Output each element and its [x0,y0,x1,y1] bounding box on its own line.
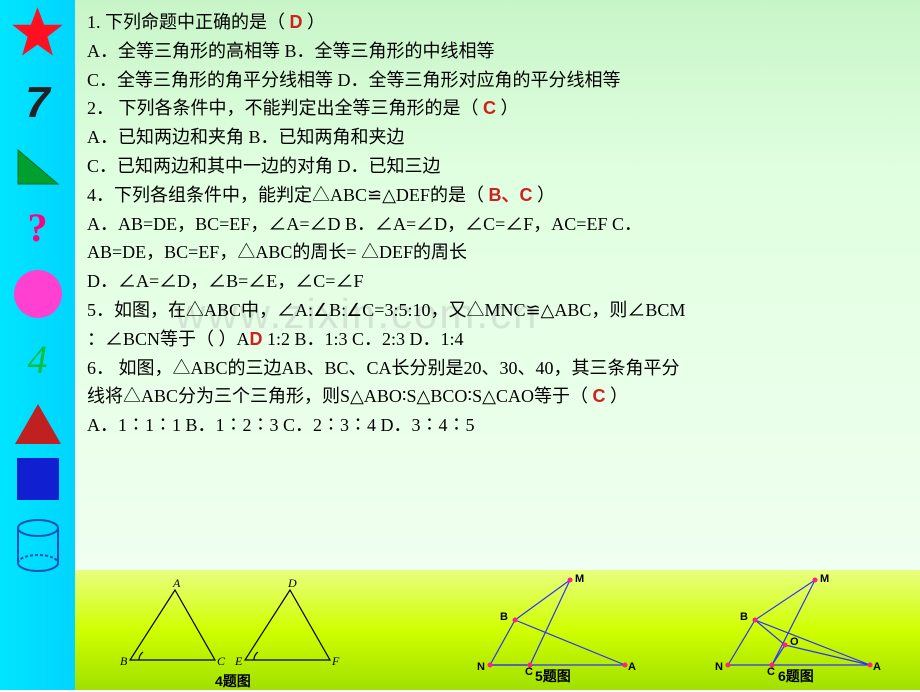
svg-text:B: B [500,611,508,623]
question-line: D．∠A=∠D，∠B=∠E，∠C=∠F [87,267,908,296]
question-line: 5．如图，在△ABC中，∠A:∠B:∠C=3:5:10，又△MNC≌△ABC，则… [87,296,908,325]
answer-mark: B、C [488,185,532,205]
question-line: A．AB=DE，BC=EF，∠A=∠D B．∠A=∠D，∠C=∠F，AC=EF … [87,210,908,239]
svg-text:M: M [820,573,829,585]
question-line: 6． 如图，△ABC的三边AB、BC、CA长分别是20、30、40，其三条角平分 [87,354,908,383]
question-line: C．全等三角形的角平分线相等 D．全等三角形对应角的平分线相等 [87,66,908,95]
question-line: A．已知两边和夹角 B．已知两角和夹边 [87,123,908,152]
svg-text:A: A [172,576,181,590]
svg-text:B: B [120,654,128,668]
right-triangle-icon [14,146,62,188]
circle-icon [12,268,64,320]
square-icon [15,456,61,502]
svg-text:N: N [477,661,485,673]
svg-text:M: M [575,573,584,585]
figure-6: M B O N C A 6题图 [700,570,900,675]
question-line: 1. 下列命题中正确的是（ D ） [87,8,908,37]
question-line: AB=DE，BC=EF，△ABC的周长= △DEF的周长 [87,238,908,267]
svg-text:A: A [873,661,881,673]
figure-5: M B N C A 5题图 [465,570,655,675]
figure-4-label: 4题图 [215,670,251,692]
question-line: 线将△ABC分为三个三角形，则S△ABO∶S△BCO∶S△CAO等于（ C ） [87,382,908,411]
answer-mark: C [592,386,605,406]
svg-text:N: N [715,661,723,673]
figure-6-label: 6题图 [778,665,814,687]
question-line: 2． 下列各条件中，不能判定出全等三角形的是（ C ） [87,94,908,123]
question-content: www.zixin.com.cn 1. 下列命题中正确的是（ D ）A．全等三角… [75,0,920,570]
number-7: 7 [25,68,49,138]
number-4: 4 [28,328,48,392]
answer-mark: D [250,329,263,349]
question-line: ：∠BCN等于（ ）AD 1:2 B．1:3 C．2:3 D．1:4 [87,325,908,354]
triangle-icon [11,400,65,448]
figure-strip: A B C D E F 4题图 [75,570,920,690]
cylinder-icon [14,518,62,573]
answer-mark: C [483,98,496,118]
question-line: C．已知两边和其中一边的对角 D．已知三边 [87,152,908,181]
question-line: A．1∶1∶1 B．1∶2∶3 C．2∶3∶4 D．3∶4∶5 [87,411,908,440]
answer-mark: D [290,12,303,32]
svg-text:A: A [628,661,636,673]
svg-text:C: C [525,666,533,675]
main-area: www.zixin.com.cn 1. 下列命题中正确的是（ D ）A．全等三角… [75,0,920,690]
decorative-sidebar: 7 ? 4 [0,0,75,690]
star-icon [10,5,65,60]
figure-4: A B C D E F 4题图 [115,575,365,675]
svg-text:O: O [790,636,799,648]
question-line: 4．下列各组条件中，能判定△ABC≌△DEF的是（ B、C ） [87,181,908,210]
svg-text:D: D [287,576,297,590]
question-mark: ? [28,196,48,260]
question-line: A．全等三角形的高相等 B．全等三角形的中线相等 [87,37,908,66]
svg-text:C: C [767,666,775,675]
svg-text:F: F [331,654,340,668]
svg-text:B: B [740,611,748,623]
svg-text:E: E [234,654,243,668]
svg-text:C: C [217,654,226,668]
figure-5-label: 5题图 [535,665,571,687]
